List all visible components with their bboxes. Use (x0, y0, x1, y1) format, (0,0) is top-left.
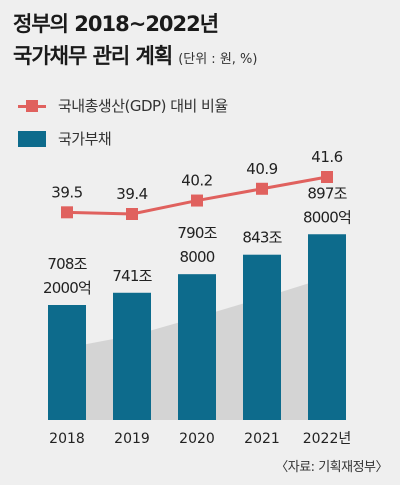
x-tick-label: 2022년 (303, 431, 352, 447)
gdp-ratio-label: 40.9 (246, 160, 277, 178)
bar-value-label: 741조 (112, 267, 152, 285)
bar-value-label: 8000 (180, 248, 215, 266)
chart-title-line1: 정부의 2018~2022년 (13, 12, 219, 36)
bar-2018 (48, 305, 86, 420)
unit-label: (단위 : 원, %) (178, 52, 258, 67)
legend-item-national-debt: 국가부채 (18, 128, 112, 149)
bar-2022년 (308, 234, 346, 420)
bar-value-label: 8000억 (303, 208, 351, 226)
bar-value-label: 708조 (47, 255, 87, 273)
gdp-ratio-label: 41.6 (311, 148, 342, 166)
gdp-ratio-point (256, 182, 268, 195)
bar-2021 (243, 254, 281, 420)
gdp-ratio-point (126, 208, 138, 220)
gdp-ratio-label: 39.5 (51, 183, 82, 201)
chart-title-text: 국가채무 관리 계획 (13, 44, 173, 68)
legend-label-national-debt: 국가부채 (58, 130, 112, 148)
legend-bar-swatch (18, 130, 46, 147)
gdp-ratio-point (61, 206, 73, 219)
bar-value-label: 790조 (177, 224, 217, 242)
source-note: 〈자료: 기획재정부〉 (275, 460, 388, 475)
bar-2019 (113, 292, 151, 420)
bar-value-label: 2000억 (43, 279, 91, 297)
gdp-ratio-label: 39.4 (116, 185, 147, 203)
legend-item-gdp-ratio: 국내총생산(GDP) 대비 비율 (18, 95, 228, 116)
legend-line-swatch (18, 98, 46, 114)
gdp-ratio-point (191, 194, 203, 207)
chart-title-line2: 국가채무 관리 계획 (단위 : 원, %) (13, 40, 257, 70)
x-tick-label: 2018 (49, 431, 85, 447)
gdp-ratio-point (321, 171, 333, 183)
legend-label-gdp-ratio: 국내총생산(GDP) 대비 비율 (58, 97, 228, 115)
x-tick-label: 2020 (179, 431, 215, 447)
x-tick-label: 2019 (114, 431, 150, 447)
gdp-ratio-label: 40.2 (181, 172, 212, 190)
bar-value-label: 897조 (307, 184, 347, 202)
x-tick-label: 2021 (244, 431, 280, 447)
bar-2020 (178, 274, 216, 420)
bar-value-label: 843조 (242, 229, 282, 247)
